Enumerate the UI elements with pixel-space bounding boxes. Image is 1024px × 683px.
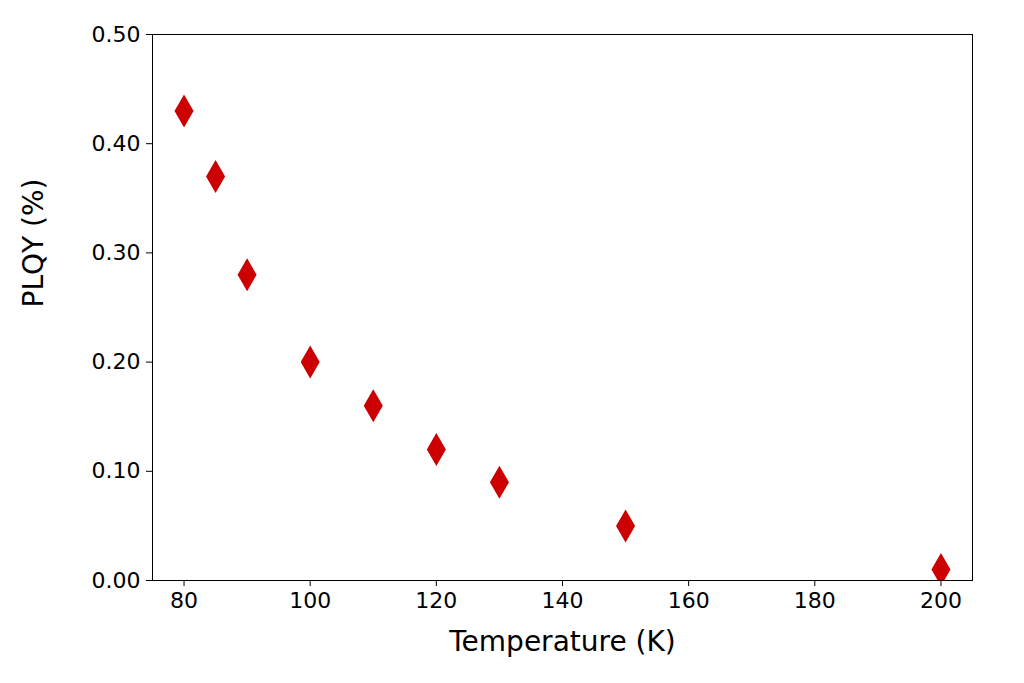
svg-text:0.20: 0.20: [92, 349, 141, 374]
svg-text:120: 120: [415, 588, 457, 613]
svg-text:0.50: 0.50: [92, 22, 141, 47]
svg-text:0.40: 0.40: [92, 131, 141, 156]
svg-text:180: 180: [794, 588, 836, 613]
svg-text:0.10: 0.10: [92, 458, 141, 483]
svg-text:Temperature (K): Temperature (K): [448, 625, 675, 658]
svg-text:100: 100: [289, 588, 331, 613]
svg-text:140: 140: [542, 588, 584, 613]
svg-text:0.00: 0.00: [92, 568, 141, 593]
svg-text:160: 160: [668, 588, 710, 613]
svg-text:PLQY (%): PLQY (%): [17, 179, 50, 308]
svg-text:80: 80: [170, 588, 198, 613]
svg-text:200: 200: [920, 588, 962, 613]
svg-text:0.30: 0.30: [92, 240, 141, 265]
